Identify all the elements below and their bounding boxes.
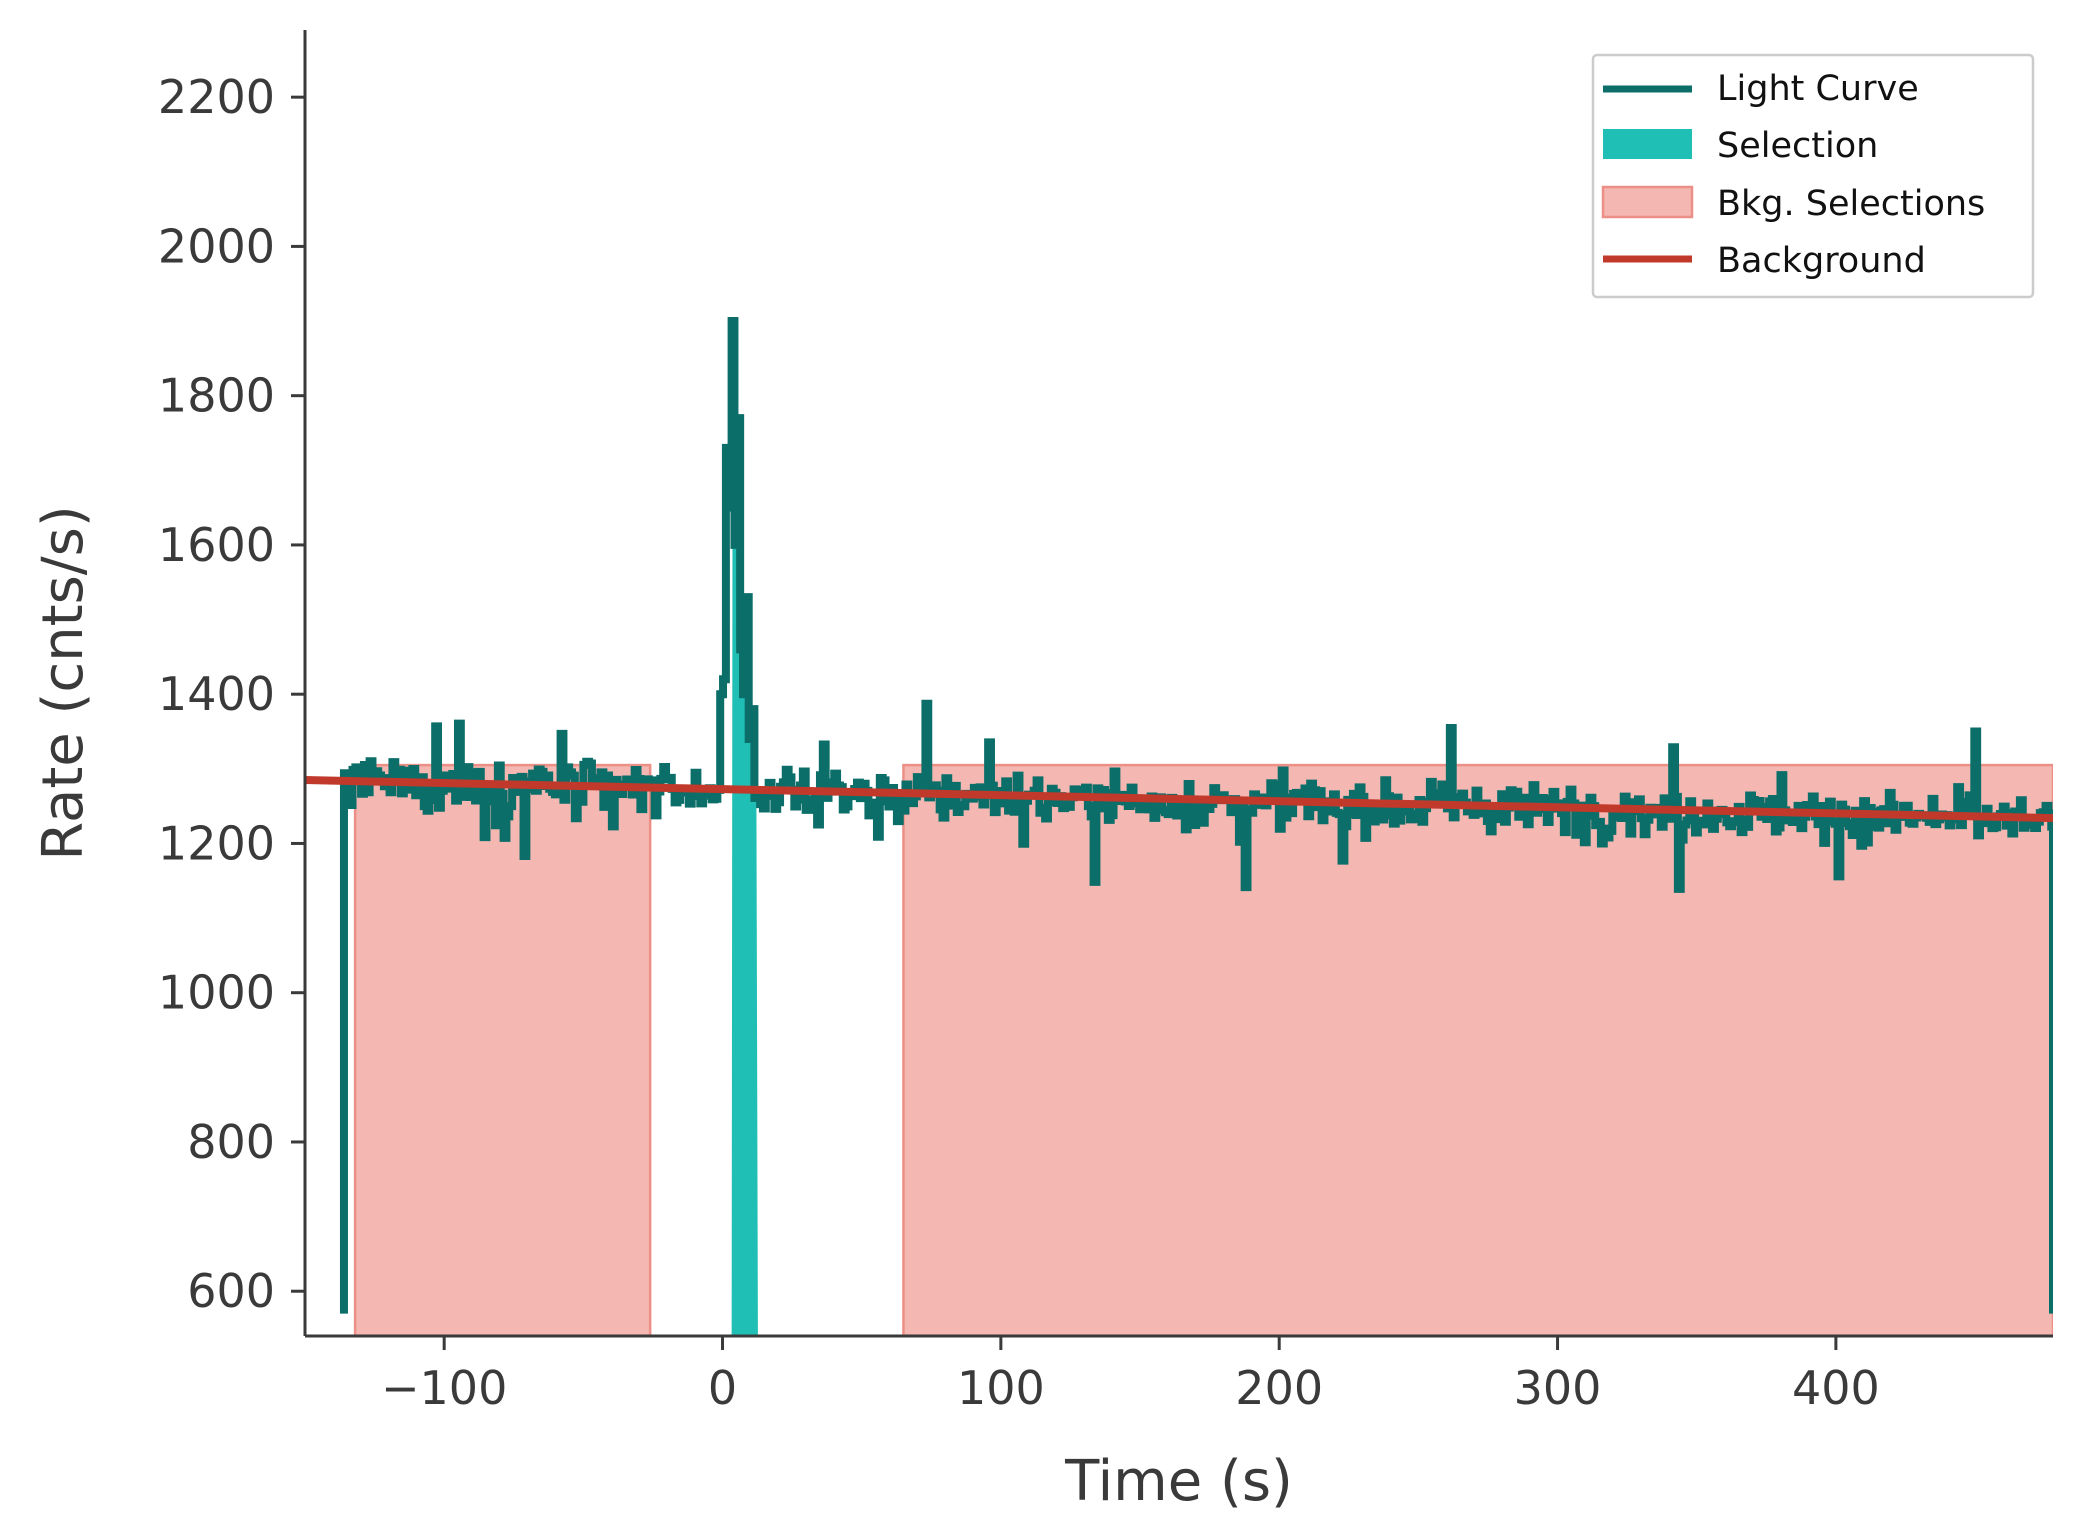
x-tick-label-0: −100 bbox=[381, 1361, 507, 1415]
legend-label-bkg-selections: Bkg. Selections bbox=[1717, 184, 1985, 224]
background-fit-line bbox=[305, 776, 2053, 823]
y-tick-label-5: 1600 bbox=[158, 518, 275, 572]
legend-label-background: Background bbox=[1717, 241, 1926, 281]
y-tick-label-7: 2000 bbox=[158, 219, 275, 273]
x-tick-label-2: 100 bbox=[957, 1361, 1045, 1415]
y-axis-ticks: 600 800 1000 1200 1400 1600 1800 2000 2200 bbox=[158, 70, 305, 1318]
x-axis-title: Time (s) bbox=[1064, 1449, 1293, 1514]
bkg-selection-region-0 bbox=[353, 763, 652, 1336]
legend-swatch-selection bbox=[1603, 129, 1692, 159]
plot-area bbox=[305, 317, 2053, 1336]
y-tick-label-1: 800 bbox=[187, 1115, 275, 1169]
legend: Light Curve Selection Bkg. Selections Ba… bbox=[1591, 53, 2035, 299]
light-curve-line bbox=[339, 317, 2053, 1314]
y-tick-label-6: 1800 bbox=[158, 369, 275, 423]
x-tick-label-1: 0 bbox=[708, 1361, 737, 1415]
y-tick-label-2: 1000 bbox=[158, 966, 275, 1020]
bkg-selection-region-1 bbox=[902, 763, 2053, 1336]
y-tick-label-0: 600 bbox=[187, 1264, 275, 1318]
y-tick-label-4: 1400 bbox=[158, 667, 275, 721]
x-tick-label-3: 200 bbox=[1235, 1361, 1323, 1415]
x-tick-label-5: 400 bbox=[1792, 1361, 1880, 1415]
legend-label-light-curve: Light Curve bbox=[1717, 69, 1919, 109]
legend-frame bbox=[1591, 53, 2035, 299]
legend-swatch-bkg-selections bbox=[1601, 185, 1694, 219]
axes: −100 0 100 200 300 400 600 800 1000 1200 1400 1600… bbox=[158, 30, 2053, 1415]
x-tick-label-4: 300 bbox=[1514, 1361, 1602, 1415]
y-tick-label-8: 2200 bbox=[158, 70, 275, 124]
y-axis-title: Rate (cnts/s) bbox=[31, 505, 96, 860]
bkg-selection-regions bbox=[353, 763, 2053, 1336]
legend-label-selection: Selection bbox=[1717, 126, 1878, 166]
x-axis-ticks: −100 0 100 200 300 400 bbox=[381, 1336, 1880, 1415]
y-tick-label-3: 1200 bbox=[158, 816, 275, 870]
